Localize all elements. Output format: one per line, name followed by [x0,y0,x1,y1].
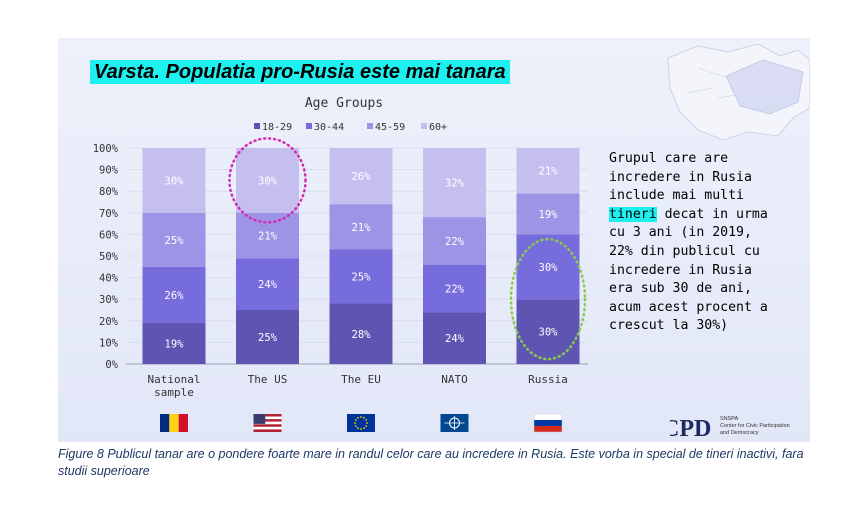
legend-label-18-29: 18-29 [262,122,292,133]
romania-flag [160,414,188,432]
data-label: 21% [258,230,278,242]
slide: Varsta. Populatia pro-Rusia este mai tan… [58,38,810,442]
logo-sub-3: and Democracy [720,430,759,436]
chart-title: Age Groups [305,96,383,111]
data-label: 21% [539,166,559,178]
bar-nato-60+ [423,148,486,218]
data-label: 30% [539,327,559,339]
y-tick-label: 70% [99,208,119,220]
eu-flag [347,414,375,432]
data-label: 19% [539,209,559,221]
logo-text: CPD [670,416,711,442]
stacked-bar-chart: Age Groups 18-29 30-44 45-59 60+ 0% 10% 20% 30… [93,43,810,433]
flags-row [160,413,563,433]
figure-caption: Figure 8 Publicul tanar are o pondere fo… [58,447,804,478]
y-tick-label: 100% [93,143,119,155]
data-label: 28% [352,329,372,341]
highlight-ellipses [228,137,587,361]
data-label: 30% [258,175,278,187]
bar-russia-45-59 [516,193,580,235]
side-note-part-1: Grupul care are incredere in Rusia inclu… [609,151,752,204]
data-label: 22% [445,283,465,295]
legend-swatch-60+ [421,123,427,129]
romania-map-icon [667,43,810,141]
bar-national-sample-60+ [142,148,206,213]
bar-national-sample-18-29 [142,322,206,364]
chart-legend: 18-29 30-44 45-59 60+ [254,122,447,133]
y-tick-label: 90% [99,165,119,177]
side-note: Grupul care are incredere in Rusia inclu… [609,150,805,336]
y-tick-label: 50% [99,251,119,263]
data-label: 30% [165,175,185,187]
bar-the-eu-30-44 [329,249,393,304]
side-note-part-2: decat in urma cu 3 ani (in 2019, 22% din… [609,206,768,334]
bar-nato-30-44 [423,264,486,313]
legend-label-30-44: 30-44 [314,122,344,133]
y-tick-label: 20% [99,316,119,328]
data-label: 21% [352,222,372,234]
logo-sub-2: Center for Civic Participation [720,423,790,429]
legend-swatch-30-44 [306,123,312,129]
bar-the-us-45-59 [236,212,299,259]
usa-flag [253,414,282,432]
legend-label-45-59: 45-59 [375,122,405,133]
bar-national-sample-30-44 [142,266,206,323]
logo-sub-1: SNSPA [720,416,739,422]
y-tick-label: 40% [99,273,119,285]
data-label: 32% [445,178,465,190]
x-tick-label: NATO [441,373,468,386]
x-tick-label: National [148,373,201,386]
russia-flag [533,413,563,433]
bar-nato-45-59 [423,217,486,265]
data-label: 24% [445,333,465,345]
bar-the-eu-60+ [329,148,393,205]
bar-russia-18-29 [516,299,580,364]
bar-the-eu-18-29 [329,303,393,364]
y-tick-label: 10% [99,337,119,349]
data-label: 25% [258,332,278,344]
side-note-highlight: tineri [609,206,657,222]
bar-the-us-60+ [236,148,299,213]
bar-russia-30-44 [516,234,580,300]
highlight-ellipse-russia [509,237,587,361]
data-label: 24% [258,279,278,291]
y-tick-label: 60% [99,229,119,241]
y-tick-label: 0% [105,359,118,371]
y-tick-label: 30% [99,294,119,306]
x-tick-label: sample [154,386,194,399]
x-tick-label: Russia [528,373,568,386]
cpd-logo: 33 CPD SNSPA Center for Civic Participat… [670,416,790,442]
x-tick-label: The EU [341,373,381,386]
legend-label-60+: 60+ [429,122,447,133]
data-label: 30% [539,262,559,274]
bar-russia-60+ [516,148,580,194]
highlight-ellipse-the-us [228,137,307,224]
bar-national-sample-45-59 [142,212,206,267]
data-label: 26% [165,290,185,302]
slide-title: Varsta. Populatia pro-Rusia este mai tan… [90,60,510,84]
bars: 19% 26% 25% 30% 25% 24% 21% 30% 28% 25% 21% 26% 24% 2… [142,148,580,364]
legend-swatch-18-29 [254,123,260,129]
data-label: 22% [445,236,465,248]
bar-the-eu-45-59 [329,204,393,250]
legend-swatch-45-59 [367,123,373,129]
data-label: 25% [352,272,372,284]
y-tick-label: 80% [99,186,119,198]
data-label: 19% [165,338,185,350]
x-tick-label: The US [248,373,288,386]
data-label: 25% [165,235,185,247]
data-label: 26% [352,171,372,183]
bar-the-us-30-44 [236,258,299,310]
bar-nato-18-29 [423,312,486,364]
nato-flag [440,414,469,432]
bar-the-us-18-29 [236,310,299,364]
